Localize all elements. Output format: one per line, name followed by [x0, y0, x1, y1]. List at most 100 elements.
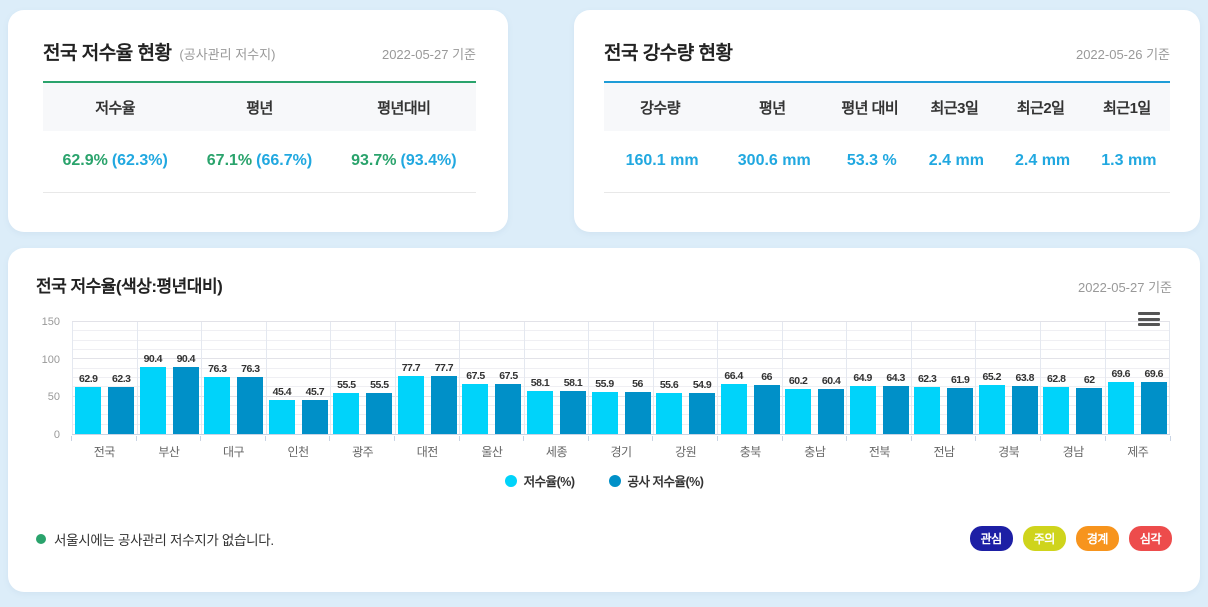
reservoir-summary-table: 저수율 평년 평년대비 62.9% (62.3%) 67.1% (66.7%) 93…: [43, 81, 476, 193]
gridline: [72, 330, 1170, 332]
legend-item-kwater-rate[interactable]: 공사 저수율(%): [608, 471, 704, 490]
bar-column: 64.3: [882, 322, 909, 434]
bar-value-label: 76.3: [208, 363, 227, 376]
bar-전북[interactable]: [882, 386, 909, 434]
bar-경남[interactable]: [1076, 387, 1103, 434]
bar-group-제주: 69.6 69.6: [1104, 322, 1171, 434]
bar-value-label: 69.6: [1111, 368, 1131, 381]
chart-export-menu-icon[interactable]: [1138, 312, 1160, 329]
bar-value-label: 54.9: [692, 379, 712, 392]
bar-인천[interactable]: [268, 400, 295, 434]
bar-value-label: 62: [1083, 373, 1095, 386]
col-header-reservoir-rate: 저수율: [95, 99, 136, 117]
bar-경기[interactable]: [624, 392, 651, 434]
bar-대구[interactable]: [237, 377, 264, 434]
bar-인천[interactable]: [301, 399, 328, 434]
bar-부산[interactable]: [139, 366, 166, 434]
gridline: [72, 367, 1170, 369]
bar-value-label: 62.3: [917, 373, 937, 386]
bar-column: 54.9: [689, 322, 716, 434]
col-header-last-1day: 최근1일: [1102, 99, 1151, 117]
table-value-row: 160.1 mm 300.6 mm 53.3 % 2.4 mm 2.4 mm 1…: [604, 131, 1170, 193]
table-header-row: 강수량 평년 평년 대비 최근3일 최근2일 최근1일: [604, 82, 1170, 131]
bar-제주[interactable]: [1107, 382, 1134, 434]
rainfall-card-title: 전국 강수량 현황: [604, 43, 733, 64]
bar-value-label: 66.4: [724, 370, 743, 383]
col-header-rainfall: 강수량: [640, 99, 681, 117]
bar-value-label: 77.7: [401, 361, 421, 374]
bar-column: 60.4: [818, 322, 845, 434]
badge-severe[interactable]: 심각: [1128, 526, 1172, 551]
rainfall-value: 160.1 mm: [604, 131, 717, 193]
badge-caution[interactable]: 주의: [1022, 526, 1066, 551]
gridline: [72, 321, 1170, 322]
bar-value-label: 55.5: [337, 378, 356, 391]
gridline: [72, 423, 1170, 425]
bar-group-광주: 55.5 55.5: [330, 322, 395, 434]
bar-column: 90.4: [139, 322, 166, 434]
bar-group-대전: 77.7 77.7: [394, 322, 460, 434]
bar-충남[interactable]: [785, 389, 812, 434]
bar-column: 63.8: [1011, 322, 1038, 434]
legend-item-reservoir-rate[interactable]: 저수율(%): [504, 471, 575, 490]
vs-normal-value: 93.7% (93.4%): [331, 131, 476, 193]
bar-value-label: 76.3: [241, 363, 260, 376]
bar-충북[interactable]: [753, 384, 780, 434]
bar-column: 55.5: [333, 322, 360, 434]
bar-value-label: 60.4: [821, 374, 841, 387]
bar-value-label: 60.2: [788, 375, 808, 388]
bar-강원[interactable]: [656, 392, 683, 434]
x-tick-label-제주: 제주: [1104, 436, 1171, 460]
rainfall-summary-card: 전국 강수량 현황 2022-05-26 기준 강수량 평년 평년 대비 최근3…: [574, 10, 1200, 232]
bar-value-label: 63.8: [1015, 372, 1034, 385]
bar-울산[interactable]: [462, 383, 489, 434]
bar-광주[interactable]: [333, 392, 360, 434]
bar-전국[interactable]: [75, 387, 102, 434]
bar-column: 55.9: [591, 322, 618, 434]
reservoir-chart-card: 전국 저수율(색상:평년대비) 2022-05-27 기준 0 50 100 150 …: [8, 248, 1200, 592]
bar-전국[interactable]: [108, 387, 135, 434]
badge-interest[interactable]: 관심: [969, 526, 1013, 551]
bar-경북[interactable]: [978, 385, 1005, 434]
x-tick-label-부산: 부산: [135, 436, 202, 460]
bar-group-경북: 65.2 63.8: [975, 322, 1040, 434]
bar-대전[interactable]: [397, 375, 424, 434]
normal-year-value: 300.6 mm: [716, 131, 829, 193]
normal-year-value: 67.1% (66.7%): [187, 131, 332, 193]
badge-alert[interactable]: 경계: [1075, 526, 1119, 551]
bar-대전[interactable]: [430, 375, 457, 434]
bar-강원[interactable]: [689, 393, 716, 434]
vs-normal-value: 53.3 %: [828, 131, 912, 193]
bar-광주[interactable]: [366, 392, 393, 434]
bar-group-세종: 58.1 58.1: [523, 322, 589, 434]
bar-전남[interactable]: [914, 387, 941, 434]
bar-column: 76.3: [204, 322, 231, 434]
bar-경남[interactable]: [1043, 387, 1070, 434]
col-header-last-2days: 최근2일: [1016, 99, 1065, 117]
bar-경기[interactable]: [591, 392, 618, 434]
bar-전남[interactable]: [947, 387, 974, 434]
bar-세종[interactable]: [526, 390, 553, 434]
bar-column: 77.7: [397, 322, 424, 434]
y-tick-label: 0: [53, 429, 60, 441]
bar-충남[interactable]: [818, 388, 845, 434]
bar-column: 90.4: [172, 322, 199, 434]
gridline: [72, 349, 1170, 350]
bar-전북[interactable]: [849, 385, 876, 434]
col-header-normal-year: 평년: [758, 99, 786, 117]
chart-card-date: 2022-05-27 기준: [1077, 280, 1172, 295]
gridline: [72, 386, 1170, 388]
bar-부산[interactable]: [172, 366, 199, 434]
gridline: [72, 395, 1170, 397]
bar-세종[interactable]: [559, 390, 586, 434]
bar-충북[interactable]: [720, 384, 747, 434]
reservoir-card-date: 2022-05-27 기준: [381, 47, 476, 62]
bar-column: 64.9: [849, 322, 876, 434]
bar-제주[interactable]: [1140, 382, 1167, 434]
bar-대구[interactable]: [204, 377, 231, 434]
bar-경북[interactable]: [1011, 386, 1038, 434]
bar-울산[interactable]: [495, 383, 522, 434]
bar-group-전국: 62.9 62.3: [72, 322, 137, 434]
legend-label: 저수율(%): [523, 475, 575, 489]
bar-group-충남: 60.2 60.4: [781, 322, 847, 434]
